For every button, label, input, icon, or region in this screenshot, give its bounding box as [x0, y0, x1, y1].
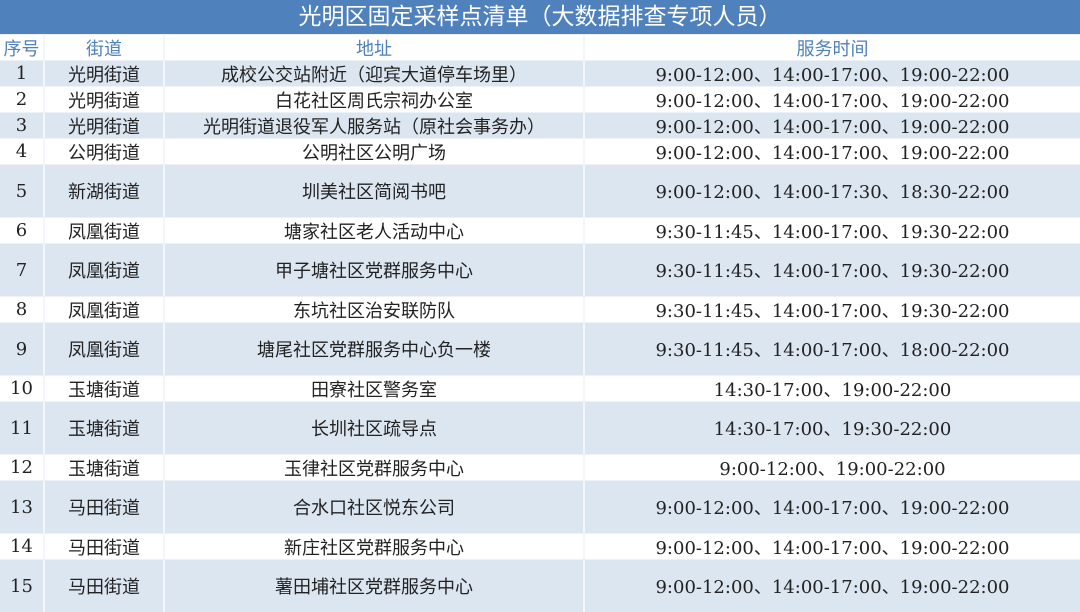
cell-address: 塘家社区老人活动中心	[165, 218, 585, 243]
cell-street: 凤凰街道	[45, 244, 165, 296]
cell-street: 玉塘街道	[45, 455, 165, 480]
cell-no: 13	[0, 481, 45, 533]
cell-address: 圳美社区简阅书吧	[165, 165, 585, 217]
table-row: 6 凤凰街道 塘家社区老人活动中心 9:30-11:45、14:00-17:00、19…	[0, 217, 1080, 243]
header-address: 地址	[165, 35, 585, 60]
cell-street: 马田街道	[45, 481, 165, 533]
table-row: 13 马田街道 合水口社区悦东公司 9:00-12:00、14:00-17:00、19…	[0, 480, 1080, 533]
table-row: 14 马田街道 新庄社区党群服务中心 9:00-12:00、14:00-17:00、1…	[0, 533, 1080, 559]
cell-address: 田寮社区警务室	[165, 376, 585, 401]
table-header: 序号 街道 地址 服务时间	[0, 34, 1080, 60]
cell-no: 11	[0, 402, 45, 454]
cell-address: 公明社区公明广场	[165, 139, 585, 164]
cell-address: 长圳社区疏导点	[165, 402, 585, 454]
cell-street: 新湖街道	[45, 165, 165, 217]
cell-no: 9	[0, 323, 45, 375]
cell-no: 7	[0, 244, 45, 296]
cell-hours: 9:00-12:00、14:00-17:00、19:00-22:00	[655, 577, 1010, 598]
cell-hours: 14:30-17:00、19:30-22:00	[713, 419, 952, 440]
cell-no: 4	[0, 139, 45, 164]
cell-address: 合水口社区悦东公司	[165, 481, 585, 533]
cell-street: 马田街道	[45, 560, 165, 612]
cell-street: 光明街道	[45, 61, 165, 86]
table-row: 4 公明街道 公明社区公明广场 9:00-12:00、14:00-17:00、19:0…	[0, 138, 1080, 164]
cell-hours: 9:00-12:00、14:00-17:00、19:00-22:00	[655, 498, 1010, 519]
cell-hours: 9:30-11:45、14:00-17:00、19:30-22:00	[655, 300, 1010, 322]
cell-no: 2	[0, 87, 45, 112]
cell-street: 玉塘街道	[45, 402, 165, 454]
cell-address: 白花社区周氏宗祠办公室	[165, 87, 585, 112]
table-row: 7 凤凰街道 甲子塘社区党群服务中心 9:30-11:45、14:00-17:00、1…	[0, 243, 1080, 296]
cell-street: 光明街道	[45, 113, 165, 138]
cell-no: 14	[0, 534, 45, 559]
cell-no: 15	[0, 560, 45, 612]
cell-hours: 9:30-11:45、14:00-17:00、19:30-22:00	[655, 261, 1010, 282]
cell-no: 8	[0, 297, 45, 322]
cell-hours: 9:00-12:00、14:00-17:00、19:00-22:00	[655, 64, 1010, 86]
cell-address: 东坑社区治安联防队	[165, 297, 585, 322]
cell-no: 5	[0, 165, 45, 217]
cell-no: 1	[0, 61, 45, 86]
cell-street: 光明街道	[45, 87, 165, 112]
table-body: 1 光明街道 成校公交站附近（迎宾大道停车场里） 9:00-12:00、14:00-1…	[0, 60, 1080, 612]
cell-address: 玉律社区党群服务中心	[165, 455, 585, 480]
table-row: 3 光明街道 光明街道退役军人服务站（原社会事务办） 9:00-12:00、14:00…	[0, 112, 1080, 138]
cell-hours: 9:00-12:00、19:00-22:00	[719, 458, 946, 480]
cell-no: 10	[0, 376, 45, 401]
cell-address: 甲子塘社区党群服务中心	[165, 244, 585, 296]
cell-street: 凤凰街道	[45, 323, 165, 375]
cell-street: 玉塘街道	[45, 376, 165, 401]
cell-hours: 14:30-17:00、19:00-22:00	[713, 379, 952, 401]
cell-street: 公明街道	[45, 139, 165, 164]
table-row: 10 玉塘街道 田寮社区警务室 14:30-17:00、19:00-22:00	[0, 375, 1080, 401]
table-row: 15 马田街道 薯田埔社区党群服务中心 9:00-12:00、14:00-17:00、…	[0, 559, 1080, 612]
cell-address: 光明街道退役军人服务站（原社会事务办）	[165, 113, 585, 138]
table-row: 11 玉塘街道 长圳社区疏导点 14:30-17:00、19:30-22:00	[0, 401, 1080, 454]
header-no: 序号	[0, 35, 45, 60]
cell-hours: 9:30-11:45、14:00-17:00、19:30-22:00	[655, 221, 1010, 243]
cell-address: 成校公交站附近（迎宾大道停车场里）	[165, 61, 585, 86]
cell-no: 12	[0, 455, 45, 480]
table-row: 1 光明街道 成校公交站附近（迎宾大道停车场里） 9:00-12:00、14:00-1…	[0, 60, 1080, 86]
table-row: 12 玉塘街道 玉律社区党群服务中心 9:00-12:00、19:00-22:00	[0, 454, 1080, 480]
cell-hours: 9:00-12:00、14:00-17:00、19:00-22:00	[655, 537, 1010, 559]
cell-hours: 9:00-12:00、14:00-17:00、19:00-22:00	[655, 142, 1010, 164]
cell-hours: 9:00-12:00、14:00-17:00、19:00-22:00	[655, 116, 1010, 138]
header-street: 街道	[45, 35, 165, 60]
cell-no: 3	[0, 113, 45, 138]
table-row: 9 凤凰街道 塘尾社区党群服务中心负一楼 9:30-11:45、14:00-17:00…	[0, 322, 1080, 375]
cell-hours: 9:00-12:00、14:00-17:30、18:30-22:00	[655, 182, 1010, 203]
table-row: 8 凤凰街道 东坑社区治安联防队 9:30-11:45、14:00-17:00、19:…	[0, 296, 1080, 322]
cell-street: 凤凰街道	[45, 297, 165, 322]
cell-address: 薯田埔社区党群服务中心	[165, 560, 585, 612]
cell-address: 新庄社区党群服务中心	[165, 534, 585, 559]
header-hours: 服务时间	[796, 38, 869, 60]
cell-hours: 9:00-12:00、14:00-17:00、19:00-22:00	[655, 90, 1010, 112]
cell-street: 凤凰街道	[45, 218, 165, 243]
cell-street: 马田街道	[45, 534, 165, 559]
table-row: 5 新湖街道 圳美社区简阅书吧 9:00-12:00、14:00-17:30、18:3…	[0, 164, 1080, 217]
cell-no: 6	[0, 218, 45, 243]
table-title: 光明区固定采样点清单（大数据排查专项人员）	[0, 0, 1080, 34]
cell-address: 塘尾社区党群服务中心负一楼	[165, 323, 585, 375]
table-row: 2 光明街道 白花社区周氏宗祠办公室 9:00-12:00、14:00-17:00、1…	[0, 86, 1080, 112]
cell-hours: 9:30-11:45、14:00-17:00、18:00-22:00	[655, 340, 1010, 361]
